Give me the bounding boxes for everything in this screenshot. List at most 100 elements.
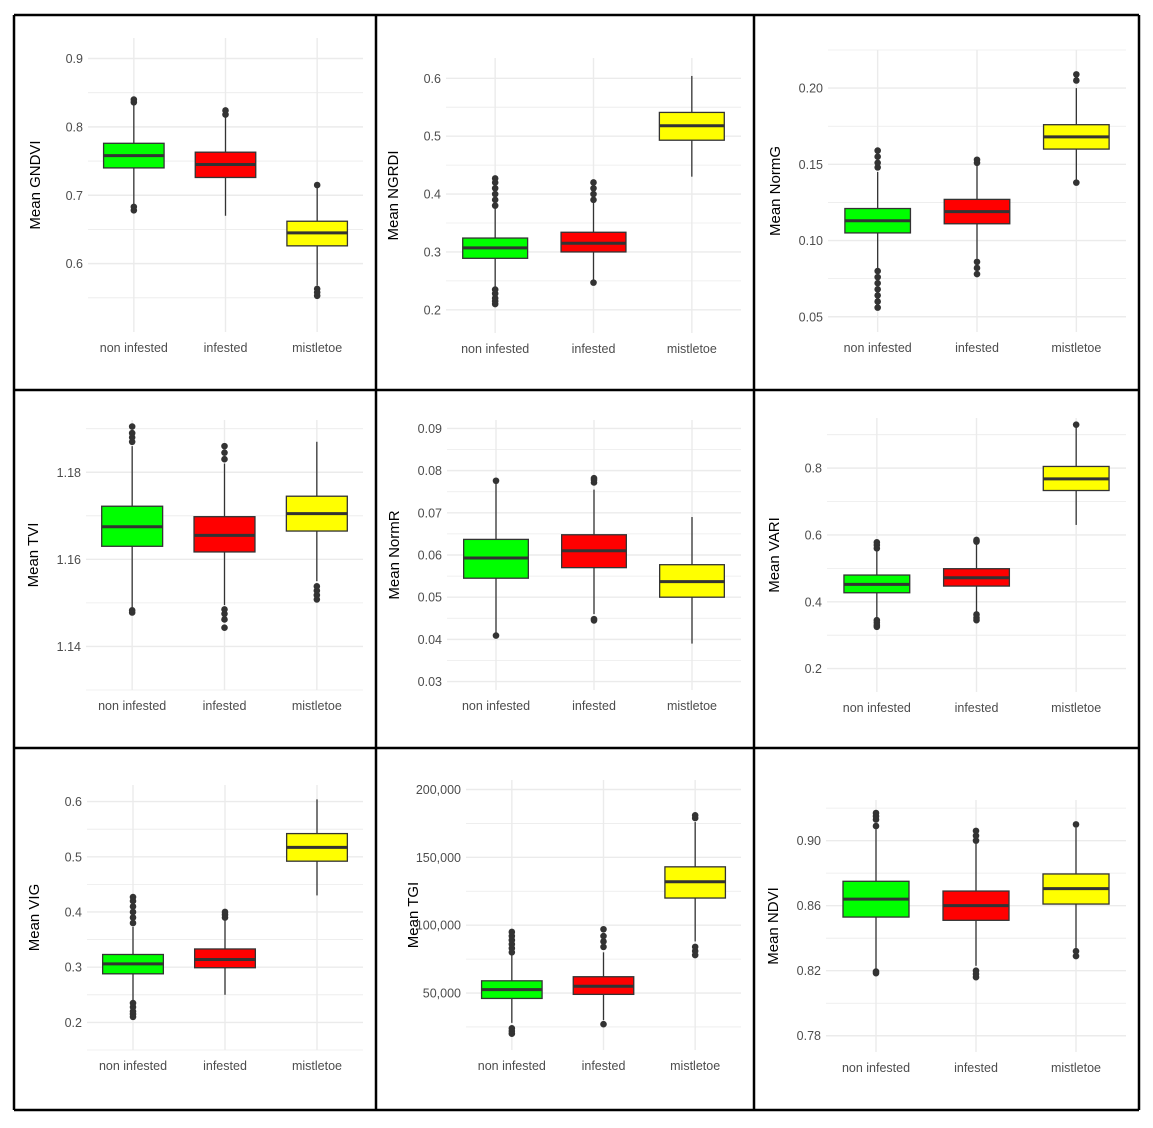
box-mistletoe [1042,71,1110,186]
y-tick-label: 0.7 [66,189,83,203]
box-mistletoe [286,181,349,300]
outlier-point [874,159,881,167]
y-tick-label: 0.08 [418,464,442,478]
box-infested [561,474,627,624]
outlier-point [1073,71,1080,78]
x-category-label: non infested [99,1059,167,1073]
outlier-point [129,893,137,901]
x-category-label: infested [582,1059,626,1073]
outlier-point [491,175,499,182]
y-tick-label: 0.3 [65,961,82,975]
outlier-point [128,429,136,437]
x-category-label: non infested [843,701,911,715]
box-mistletoe [664,811,727,959]
x-category-label: mistletoe [292,1059,342,1073]
box-non-infested [843,539,911,631]
outlier-point [590,179,597,186]
box-mistletoe [1042,421,1110,525]
y-tick-label: 0.20 [799,82,823,96]
outlier-point [874,279,881,287]
outlier-point [1072,952,1080,960]
outlier-point [874,292,881,299]
outlier-point [313,181,321,189]
outlier-point [129,903,137,910]
outlier-point [973,258,981,266]
x-category-label: mistletoe [292,699,342,713]
box-mistletoe [285,441,348,603]
panel-ngrdi: 0.2 0.3 0.4 0.5 0.6 Mean NGRDI non infested inf… [385,58,741,356]
outlier-point [508,1024,516,1032]
y-tick-label: 0.9 [66,52,83,66]
y-axis-label: Mean NDVI [765,887,782,965]
y-tick-label: 0.07 [418,506,442,520]
outlier-point [600,1020,607,1028]
outlier-point [600,925,607,933]
y-tick-label: 0.2 [805,662,822,676]
y-tick-label: 0.06 [418,549,442,563]
outlier-point [492,477,500,485]
x-category-label: non infested [98,699,166,713]
y-tick-label: 50,000 [423,987,461,1001]
outlier-point [130,203,138,211]
outlier-point [222,107,229,114]
box-non-infested [102,96,165,214]
panel-tvi: 1.14 1.16 1.18 Mean TVI non infested infested… [25,420,363,713]
x-category-label: mistletoe [1051,341,1101,355]
box-infested [193,442,256,632]
y-tick-label: 0.5 [65,850,82,864]
y-tick-label: 0.6 [65,795,82,809]
outlier-point [872,809,880,817]
y-tick-label: 0.6 [805,528,822,542]
outlier-point [872,822,880,830]
y-axis-label: Mean NGRDI [385,150,402,240]
y-axis-label: Mean VARI [766,517,783,593]
outlier-point [129,914,137,921]
panel-vig: 0.2 0.3 0.4 0.5 0.6 Mean VIG non infested infes… [26,785,363,1073]
box-mistletoe [285,799,349,896]
box-infested [942,827,1010,981]
y-tick-label: 0.04 [418,633,442,647]
y-axis-label: Mean VIG [26,884,43,952]
box-non-infested [101,423,164,616]
panel-tgi: 50,000 100,000 150,000 200,000 Mean TGI non i… [405,780,741,1073]
outlier-point [129,999,137,1007]
y-tick-label: 0.10 [799,234,823,248]
outlier-point [972,967,980,975]
outlier-point [590,196,597,204]
outlier-point [491,184,499,192]
outlier-point [313,583,321,590]
box-non-infested [462,175,529,308]
outlier-point [590,184,597,192]
outlier-point [129,919,137,927]
outlier-point [491,190,499,198]
outlier-point [973,270,981,278]
y-tick-label: 0.2 [65,1016,82,1030]
outlier-point [874,164,881,171]
panel-gndvi: 0.6 0.7 0.8 0.9 Mean GNDVI non infested infest… [27,38,363,355]
outlier-point [313,285,321,293]
outlier-point [590,279,597,286]
outlier-point [221,624,228,632]
y-tick-label: 0.5 [424,130,441,144]
outlier-point [600,938,607,945]
outlier-point [492,632,500,639]
outlier-point [130,96,138,103]
outlier-point [491,202,499,209]
y-tick-label: 0.8 [805,462,822,476]
box-mistletoe [658,75,725,177]
outlier-point [600,932,607,940]
y-tick-label: 0.05 [799,310,823,324]
outlier-point [874,298,881,305]
panel-borders [12,13,1141,1112]
panel-vari: 0.2 0.4 0.6 0.8 Mean VARI non infested infeste… [766,418,1126,715]
outlier-point [600,943,607,951]
panel-ndvi: 0.78 0.82 0.86 0.90 Mean NDVI non infested inf… [765,800,1126,1075]
y-tick-label: 0.78 [797,1029,821,1043]
box-non-infested [844,147,912,311]
outlier-point [221,455,228,463]
y-tick-label: 1.16 [57,553,81,567]
outlier-point [873,539,881,546]
x-category-label: infested [954,1061,998,1075]
x-category-label: infested [204,341,248,355]
